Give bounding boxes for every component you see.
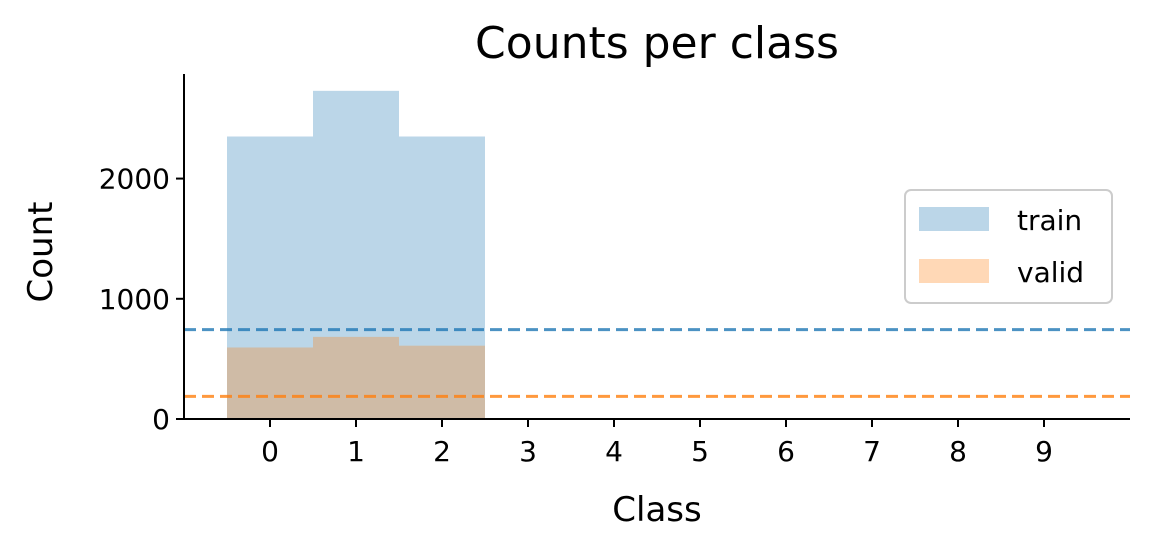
bar-train-1 [313, 90, 399, 419]
bars-layer [227, 90, 485, 419]
x-tick-label: 4 [605, 435, 623, 468]
x-tick-label: 0 [261, 435, 279, 468]
y-tick-label: 2000 [99, 163, 170, 196]
x-tick-label: 9 [1035, 435, 1053, 468]
legend-swatch-valid [919, 259, 989, 283]
x-ticks: 0 1 2 3 4 5 6 7 8 9 [261, 419, 1053, 468]
legend: train valid [904, 189, 1113, 304]
x-tick-label: 2 [433, 435, 451, 468]
bar-valid-1 [313, 336, 399, 419]
x-tick-label: 1 [347, 435, 365, 468]
bar-train-2 [399, 136, 485, 419]
legend-swatch-train [919, 207, 989, 231]
reference-lines [184, 328, 1130, 398]
x-axis-label: Class [612, 490, 701, 530]
y-tick-label: 1000 [99, 283, 170, 316]
x-tick-label: 6 [777, 435, 795, 468]
chart-title: Counts per class [475, 18, 839, 69]
bar-valid-0 [227, 347, 313, 419]
y-axis-label: Count [21, 202, 61, 303]
legend-label-train: train [1017, 204, 1082, 237]
y-tick-label: 0 [152, 403, 170, 436]
x-tick-label: 5 [691, 435, 709, 468]
y-ticks: 0 1000 2000 [99, 163, 184, 436]
x-tick-label: 8 [949, 435, 967, 468]
legend-box [904, 189, 1113, 304]
x-tick-label: 7 [863, 435, 881, 468]
bar-train-0 [227, 136, 313, 419]
x-tick-label: 3 [519, 435, 537, 468]
bar-valid-2 [399, 345, 485, 419]
legend-label-valid: valid [1017, 256, 1084, 289]
